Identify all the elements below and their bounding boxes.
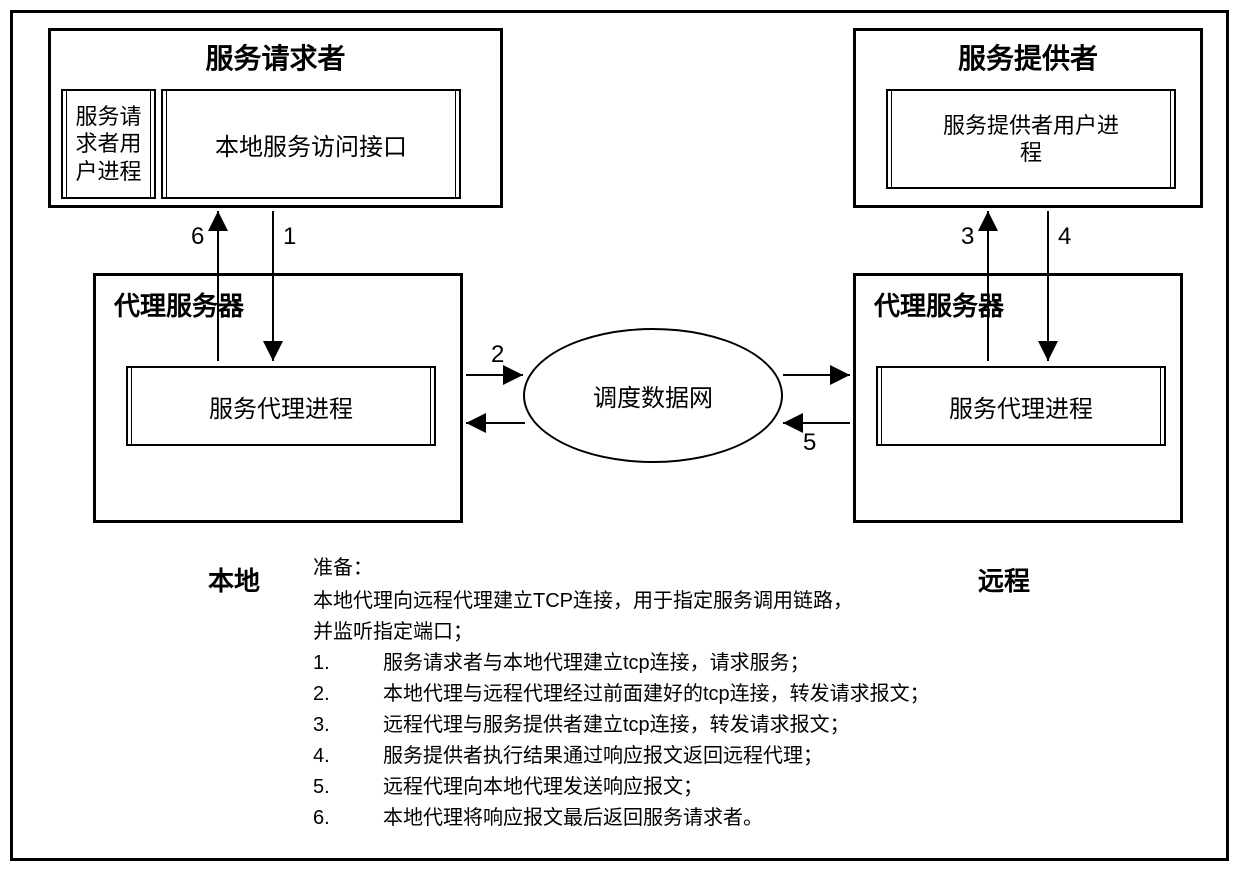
provider-title: 服务提供者 <box>856 31 1200 77</box>
diagram-canvas: 服务请求者 服务请 求者用 户进程 本地服务访问接口 服务提供者 服务提供者用户… <box>10 10 1229 861</box>
requester-access-api: 本地服务访问接口 <box>161 89 461 199</box>
node-proxy-remote: 代理服务器 服务代理进程 <box>853 273 1183 523</box>
requester-title: 服务请求者 <box>51 31 500 77</box>
provider-user-process: 服务提供者用户进 程 <box>886 89 1176 189</box>
requester-user-process: 服务请 求者用 户进程 <box>61 89 156 199</box>
label-6: 6 <box>191 223 204 251</box>
steps-prep-line1: 本地代理向远程代理建立TCP连接，用于指定服务调用链路， <box>313 586 1013 617</box>
steps-block: 准备： 本地代理向远程代理建立TCP连接，用于指定服务调用链路， 并监听指定端口… <box>313 553 1013 834</box>
node-requester: 服务请求者 服务请 求者用 户进程 本地服务访问接口 <box>48 28 503 208</box>
steps-prep-line2: 并监听指定端口； <box>313 617 1013 648</box>
proxy-remote-process: 服务代理进程 <box>876 366 1166 446</box>
steps-list: 1.服务请求者与本地代理建立tcp连接，请求服务； 2.本地代理与远程代理经过前… <box>313 648 1013 834</box>
label-1: 1 <box>283 223 296 251</box>
label-3: 3 <box>961 223 974 251</box>
node-provider: 服务提供者 服务提供者用户进 程 <box>853 28 1203 208</box>
proxy-local-title: 代理服务器 <box>96 276 460 323</box>
proxy-remote-title: 代理服务器 <box>856 276 1180 323</box>
node-proxy-local: 代理服务器 服务代理进程 <box>93 273 463 523</box>
node-network: 调度数据网 <box>523 328 783 463</box>
proxy-local-process: 服务代理进程 <box>126 366 436 446</box>
label-local: 本地 <box>208 561 260 598</box>
label-5: 5 <box>803 429 816 457</box>
label-4: 4 <box>1058 223 1071 251</box>
steps-prep-title: 准备： <box>313 553 1013 584</box>
label-2: 2 <box>491 341 504 369</box>
